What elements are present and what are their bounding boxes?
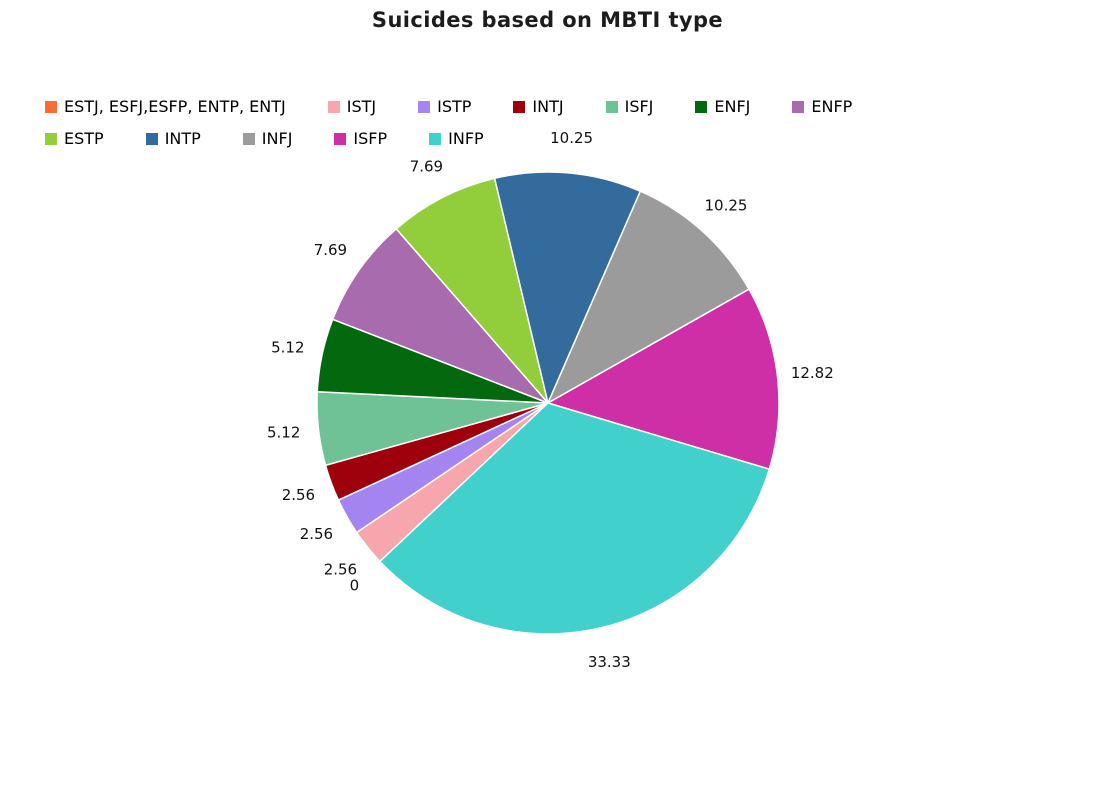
slice-value-isfp: 12.82 (791, 364, 834, 382)
legend-swatch-isfp (334, 132, 347, 145)
legend-item-enfp: ENFP (792, 97, 852, 116)
legend-item-isfj: ISFJ (605, 97, 654, 116)
legend-swatch-infp (429, 132, 442, 145)
legend-swatch-isfj (605, 100, 618, 113)
legend-label: INFJ (261, 129, 293, 148)
slice-value-istp: 2.56 (300, 525, 333, 543)
legend-swatch-estp (45, 132, 57, 145)
legend-swatch-infj (242, 132, 255, 145)
legend-label: ISTP (437, 97, 472, 116)
pie-slice-estp (395, 177, 549, 404)
legend-label: INFP (448, 129, 484, 148)
legend-item-intj: INTJ (513, 97, 564, 116)
legend-item-infj: INFJ (242, 129, 293, 148)
legend-swatch-enfp (792, 100, 805, 113)
legend-item-isfp: ISFP (334, 129, 387, 148)
legend-swatch-enfj (695, 100, 708, 113)
slice-value-infj: 10.25 (705, 196, 748, 214)
legend-label: ISFJ (624, 97, 654, 116)
slice-value-enfj: 5.12 (271, 339, 304, 357)
legend-swatch-estj-esfj-esfp-entp-entj (45, 100, 57, 113)
legend-label: ESTP (64, 129, 104, 148)
chart-legend: ESTJ, ESFJ,ESFP, ENTP, ENTJ ISTJ ISTP INTJ I… (45, 97, 1080, 148)
pie-slice-infj (546, 190, 751, 405)
legend-row: ESTJ, ESFJ,ESFP, ENTP, ENTJ ISTJ ISTP INTJ I… (45, 97, 1080, 116)
slice-value-enfp: 7.69 (314, 241, 347, 259)
pie-slice-enfp (331, 227, 549, 404)
slice-value-intj: 2.56 (282, 486, 315, 504)
legend-item-enfj: ENFJ (695, 97, 750, 116)
legend-swatch-intj (513, 100, 526, 113)
slice-value-estj-esfj-esfp-entp-entj: 0 (350, 576, 360, 594)
legend-item-estp: ESTP (45, 129, 104, 148)
legend-item-estj-esfj-esfp-entp-entj: ESTJ, ESFJ,ESFP, ENTP, ENTJ (45, 97, 286, 116)
legend-label: INTP (164, 129, 201, 148)
slice-value-istj: 2.56 (324, 560, 357, 578)
legend-item-istj: ISTJ (327, 97, 377, 116)
legend-label: ENFP (811, 97, 853, 116)
legend-row: ESTP INTP INFJ ISFP INFP (45, 129, 1080, 148)
pie-slice-isfp (546, 288, 780, 471)
legend-label: ESTJ, ESFJ,ESFP, ENTP, ENTJ (64, 97, 286, 116)
slice-value-estp: 7.69 (410, 157, 443, 175)
legend-label: ISFP (353, 129, 388, 148)
legend-label: INTJ (532, 97, 564, 116)
legend-swatch-intp (145, 132, 158, 145)
slice-value-infp: 33.33 (588, 653, 631, 671)
legend-item-infp: INFP (429, 129, 484, 148)
legend-item-intp: INTP (145, 129, 201, 148)
legend-label: ISTJ (346, 97, 377, 116)
legend-item-istp: ISTP (418, 97, 471, 116)
slice-value-intp: 10.25 (550, 129, 593, 147)
legend-swatch-istp (418, 100, 431, 113)
legend-label: ENFJ (714, 97, 751, 116)
slice-value-isfj: 5.12 (267, 424, 300, 442)
pie-slice-intp (493, 171, 642, 406)
pie-slice-infp (378, 402, 771, 635)
legend-swatch-istj (327, 100, 340, 113)
chart-title: Suicides based on MBTI type (371, 8, 724, 32)
